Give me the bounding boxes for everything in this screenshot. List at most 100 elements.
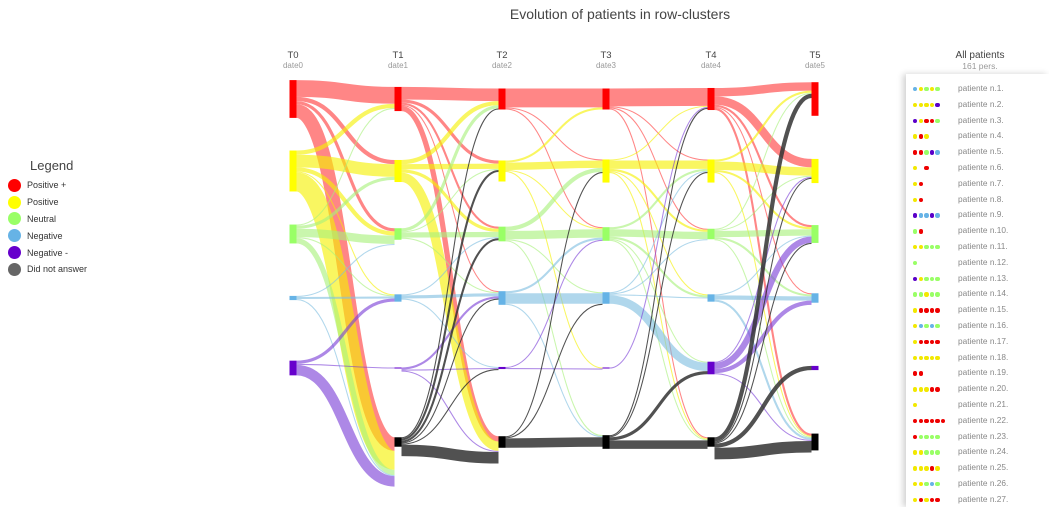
sankey-link [609, 238, 708, 363]
sankey-node[interactable] [498, 366, 506, 370]
sankey-node[interactable] [602, 367, 610, 369]
patient-state-dot [918, 355, 923, 360]
patient-row[interactable]: patiente n.25. [906, 461, 1049, 477]
sankey-node[interactable] [707, 87, 715, 111]
sankey-node[interactable] [602, 159, 610, 183]
patient-state-dot [913, 260, 918, 266]
sankey-node[interactable] [707, 228, 715, 240]
sankey-node[interactable] [707, 437, 715, 447]
sankey-node[interactable] [394, 86, 402, 112]
sankey-node[interactable] [394, 159, 402, 183]
sankey-link [401, 368, 499, 371]
patient-row[interactable]: patiente n.3. [906, 114, 1049, 130]
patient-state-dot [918, 339, 923, 345]
patients-list[interactable]: patiente n.1. patiente n.2. patiente n.3. p… [906, 74, 1049, 507]
sankey-link [295, 364, 396, 487]
patient-row[interactable]: patiente n.13. [906, 272, 1049, 288]
sankey-node[interactable] [602, 88, 610, 110]
sankey-node[interactable] [498, 160, 506, 182]
patient-row[interactable]: patiente n.12. [906, 256, 1049, 272]
sankey-link [505, 437, 603, 448]
sankey-node[interactable] [498, 291, 506, 305]
sankey-link [714, 161, 812, 176]
sankey-node[interactable] [811, 365, 819, 371]
patient-row[interactable]: patiente n.2. [906, 98, 1049, 114]
patient-state-dot [924, 308, 929, 313]
sankey-link [714, 96, 812, 168]
legend-item-did-not-answer: Did not answer [8, 261, 87, 278]
sankey-node[interactable] [811, 293, 819, 303]
patient-state-dot [913, 418, 918, 424]
sankey-node[interactable] [289, 295, 297, 301]
patient-state-dot [918, 497, 923, 503]
sankey-node[interactable] [811, 158, 819, 184]
patient-row[interactable]: patiente n.20. [906, 382, 1049, 398]
patient-row[interactable]: patiente n.19. [906, 366, 1049, 382]
patient-row[interactable]: patiente n.5. [906, 145, 1049, 161]
patient-row[interactable]: patiente n.1. [906, 82, 1049, 98]
patient-state-dot [929, 213, 935, 218]
sankey-node[interactable] [811, 82, 819, 116]
patient-row[interactable]: patiente n.24. [906, 445, 1049, 461]
patient-row[interactable]: patiente n.10. [906, 224, 1049, 240]
patient-state-dot [913, 324, 918, 329]
patient-row[interactable]: patiente n.18. [906, 351, 1049, 367]
sankey-node[interactable] [602, 292, 610, 304]
sankey-node[interactable] [602, 227, 610, 241]
legend-item-neutral: Neutral [8, 211, 87, 228]
sankey-node[interactable] [289, 80, 297, 118]
patient-state-dot [924, 166, 929, 171]
patient-state-dot [935, 324, 940, 329]
patient-row[interactable]: patiente n.15. [906, 303, 1049, 319]
sankey-link [505, 160, 603, 170]
patient-state-dot [918, 229, 923, 234]
patient-row[interactable]: patiente n.4. [906, 129, 1049, 145]
patient-row[interactable]: patiente n.17. [906, 335, 1049, 351]
patient-state-dot [929, 292, 935, 297]
sankey-node[interactable] [394, 228, 402, 240]
patient-name: patiente n.5. [958, 146, 1004, 157]
legend-title: Legend [30, 158, 74, 173]
sankey-node[interactable] [498, 88, 506, 110]
timepoint-label-t4: T4 date4 [681, 50, 741, 70]
sankey-node[interactable] [498, 226, 506, 242]
legend-label: Negative [27, 230, 63, 241]
sankey-node[interactable] [707, 361, 715, 375]
patient-row[interactable]: patiente n.21. [906, 398, 1049, 414]
sankey-node[interactable] [289, 360, 297, 376]
patient-state-dot [913, 387, 918, 392]
sankey-node[interactable] [707, 159, 715, 183]
patient-row[interactable]: patiente n.14. [906, 287, 1049, 303]
timepoint-date: date4 [700, 61, 722, 70]
sankey-node[interactable] [707, 294, 715, 302]
sankey-link [505, 240, 603, 437]
patient-state-dot [924, 292, 929, 297]
patient-row[interactable]: patiente n.6. [906, 161, 1049, 177]
sankey-node[interactable] [289, 224, 297, 244]
patient-row[interactable]: patiente n.27. [906, 493, 1049, 507]
patient-row[interactable]: patiente n.8. [906, 193, 1049, 209]
patient-state-dot [929, 434, 935, 439]
legend-item-positive: Positive [8, 194, 87, 211]
sankey-node[interactable] [289, 150, 297, 192]
sankey-node[interactable] [394, 367, 402, 369]
legend-item-negative-minus: Negative - [8, 244, 87, 261]
sankey-node[interactable] [602, 435, 610, 449]
legend-label: Positive + [27, 180, 67, 191]
patient-row[interactable]: patiente n.11. [906, 240, 1049, 256]
sankey-node[interactable] [394, 294, 402, 302]
sankey-node[interactable] [394, 437, 402, 447]
sankey-node[interactable] [498, 436, 506, 448]
patient-row[interactable]: patiente n.26. [906, 477, 1049, 493]
patient-row[interactable]: patiente n.23. [906, 430, 1049, 446]
patient-row[interactable]: patiente n.7. [906, 177, 1049, 193]
patient-row[interactable]: patiente n.22. [906, 414, 1049, 430]
patient-row[interactable]: patiente n.16. [906, 319, 1049, 335]
sankey-node[interactable] [811, 225, 819, 243]
patient-row[interactable]: patiente n.9. [906, 208, 1049, 224]
sankey-link [714, 169, 812, 230]
patient-state-dot [935, 118, 940, 123]
sankey-node[interactable] [811, 433, 819, 451]
legend-label: Positive [27, 197, 59, 208]
sankey-link [609, 371, 708, 441]
